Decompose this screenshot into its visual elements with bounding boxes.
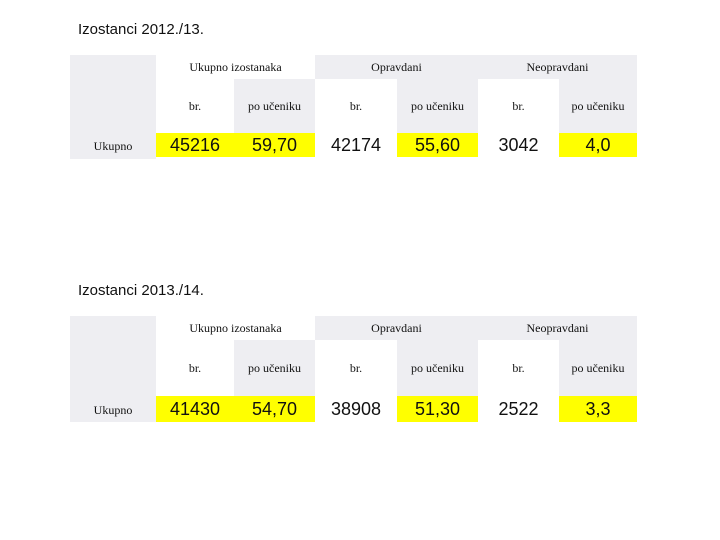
subheader-unexcused-per-student: po učeniku — [559, 340, 637, 396]
value-unexcused-per-student: 4,0 — [559, 133, 637, 157]
subheader-excused-per-student: po učeniku — [397, 79, 478, 133]
group-header-total: Ukupno izostanaka — [189, 59, 282, 74]
group-header-excused: Opravdani — [315, 316, 478, 340]
value-excused-per-student: 55,60 — [397, 133, 478, 157]
group-header-unexcused: Neopravdani — [478, 55, 637, 79]
value-unexcused-count: 2522 — [498, 398, 539, 419]
value-unexcused-count: 3042 — [498, 134, 539, 155]
absence-table-2013-14: Ukupno Ukupno izostanaka Opravdani Neopr… — [70, 316, 637, 422]
subheader-total-count: br. — [188, 98, 202, 113]
section-title-2013-14: Izostanci 2013./14. — [78, 282, 204, 299]
value-total-per-student: 59,70 — [234, 133, 315, 157]
row-label: Ukupno — [93, 139, 133, 153]
value-excused-count: 38908 — [330, 398, 382, 419]
value-total-count: 41430 — [156, 396, 234, 422]
subheader-total-per-student: po učeniku — [234, 79, 315, 133]
group-header-total: Ukupno izostanaka — [189, 320, 282, 335]
section-title-2012-13: Izostanci 2012./13. — [78, 21, 204, 38]
subheader-unexcused-count: br. — [512, 98, 525, 113]
value-total-count: 45216 — [156, 133, 234, 157]
subheader-total-per-student: po učeniku — [234, 340, 315, 396]
subheader-excused-count: br. — [349, 98, 363, 113]
subheader-unexcused-count: br. — [512, 360, 525, 375]
row-label-cell: Ukupno — [70, 316, 156, 422]
subheader-unexcused-per-student: po učeniku — [559, 79, 637, 133]
row-label: Ukupno — [93, 403, 133, 417]
subheader-excused-per-student: po učeniku — [397, 340, 478, 396]
value-unexcused-per-student: 3,3 — [559, 396, 637, 422]
value-excused-count: 42174 — [330, 134, 382, 155]
row-label-cell: Ukupno — [70, 55, 156, 159]
subheader-excused-count: br. — [349, 360, 363, 375]
value-excused-per-student: 51,30 — [397, 396, 478, 422]
group-header-unexcused: Neopravdani — [478, 316, 637, 340]
value-total-per-student: 54,70 — [234, 396, 315, 422]
group-header-excused: Opravdani — [315, 55, 478, 79]
absence-table-2012-13: Ukupno Ukupno izostanaka Opravdani Neopr… — [70, 55, 637, 159]
subheader-total-count: br. — [188, 360, 202, 375]
